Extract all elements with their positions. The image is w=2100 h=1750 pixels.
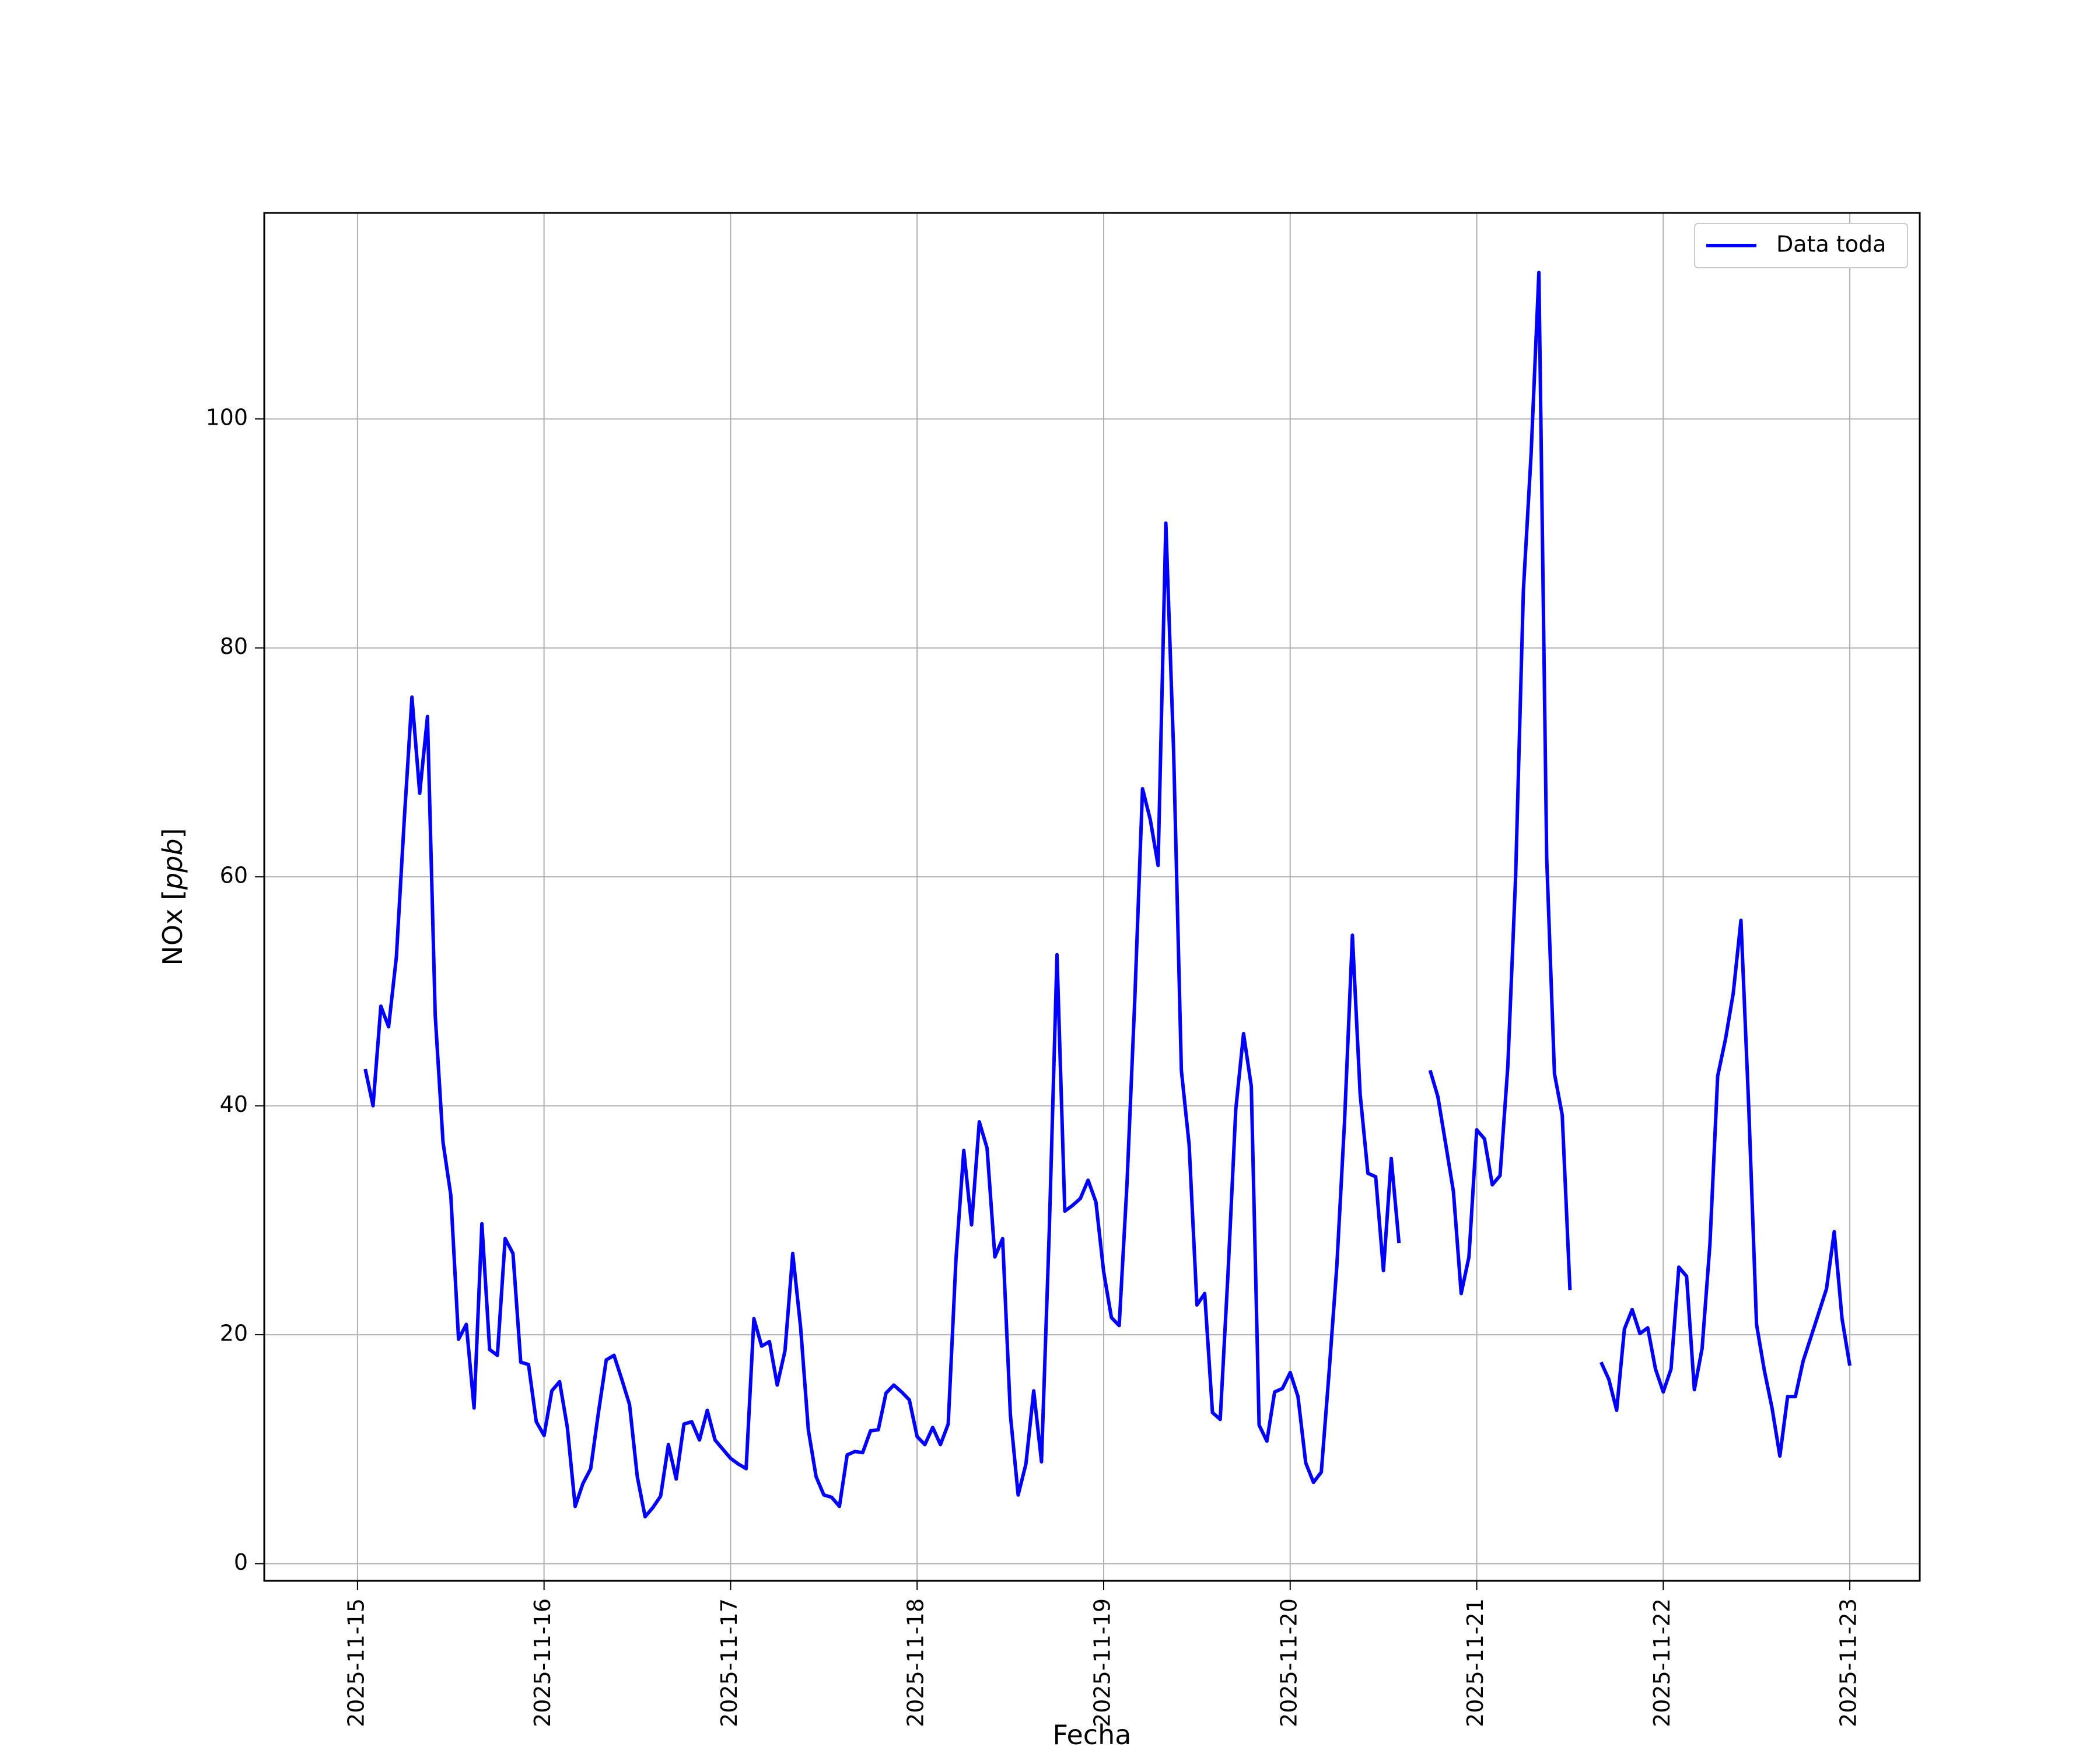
x-tick-label: 2025-11-19 bbox=[1089, 1598, 1115, 1727]
y-axis-label-suffix: ] bbox=[157, 828, 188, 839]
y-axis-label-unit: ppb bbox=[157, 838, 188, 890]
x-tick-label: 2025-11-21 bbox=[1462, 1598, 1488, 1727]
x-tick-label: 2025-11-16 bbox=[530, 1598, 555, 1727]
x-tick-label: 2025-11-22 bbox=[1649, 1598, 1675, 1727]
y-tick-label: 0 bbox=[234, 1549, 248, 1575]
series-line-segment bbox=[1599, 918, 1852, 1458]
plot-frame bbox=[263, 212, 1921, 1582]
y-tick-label: 100 bbox=[205, 405, 248, 430]
y-axis: 0 20 40 60 80 100 bbox=[205, 405, 264, 1575]
y-tick-label: 20 bbox=[220, 1321, 248, 1346]
y-tick-label: 80 bbox=[220, 634, 248, 659]
y-axis-label-prefix: NOx [ bbox=[157, 890, 188, 965]
x-axis-label: Fecha bbox=[1053, 1719, 1132, 1750]
legend: Data toda bbox=[1694, 223, 1908, 268]
legend-box bbox=[1694, 223, 1908, 268]
y-tick-label: 40 bbox=[220, 1091, 248, 1117]
legend-entry-data-toda: Data toda bbox=[1776, 232, 1886, 257]
grid-lines bbox=[264, 213, 1920, 1581]
y-axis-label: NOx [ppb] bbox=[157, 828, 188, 966]
x-axis: 2025-11-15 2025-11-16 2025-11-17 2025-11-18… bbox=[343, 1581, 1861, 1727]
series-line-segment bbox=[363, 521, 1401, 1519]
x-tick-label: 2025-11-17 bbox=[716, 1598, 742, 1727]
y-tick-label: 60 bbox=[220, 863, 248, 888]
series-layer bbox=[363, 271, 1852, 1519]
x-tick-label: 2025-11-23 bbox=[1836, 1598, 1861, 1727]
x-tick-label: 2025-11-20 bbox=[1276, 1598, 1301, 1727]
x-tick-label: 2025-11-15 bbox=[343, 1598, 369, 1727]
series-line-segment bbox=[1428, 271, 1572, 1296]
x-tick-label: 2025-11-18 bbox=[903, 1598, 929, 1727]
